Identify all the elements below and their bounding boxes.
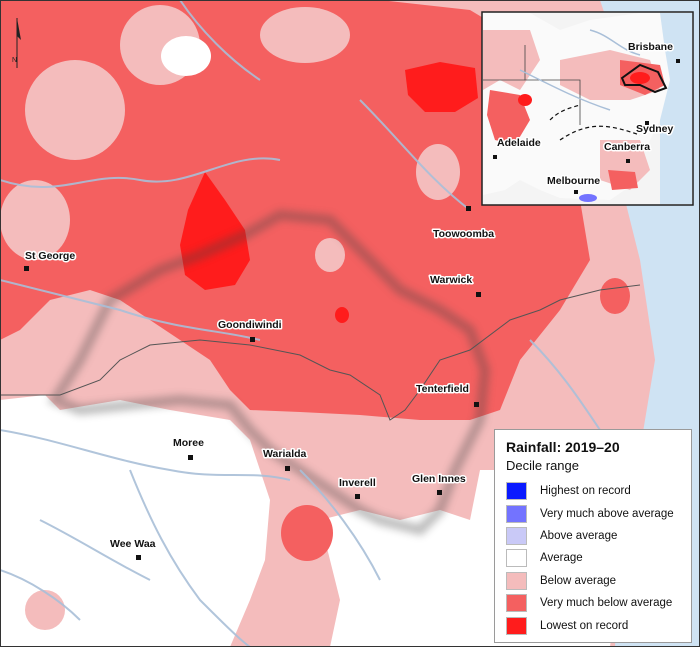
legend-label: Below average bbox=[540, 574, 617, 587]
legend-title: Rainfall: 2019–20 bbox=[506, 439, 620, 455]
legend-item: Very much above average bbox=[506, 502, 674, 524]
town-glen-innes: Glen Innes bbox=[411, 472, 467, 495]
legend-label: Average bbox=[540, 552, 583, 565]
inset-city-label: Brisbane bbox=[628, 41, 673, 53]
town-label: Wee Waa bbox=[110, 538, 156, 550]
north-arrow-label: N bbox=[12, 57, 17, 64]
legend-swatch bbox=[506, 594, 527, 613]
legend-label: Highest on record bbox=[540, 485, 631, 498]
legend-item: Highest on record bbox=[506, 480, 674, 502]
legend-label: Above average bbox=[540, 529, 618, 542]
legend-label: Lowest on record bbox=[540, 619, 629, 632]
town-toowoomba: Toowoomba bbox=[432, 206, 496, 242]
town-label: St George bbox=[25, 250, 75, 262]
town-markers: St George Goondiwindi Toowoomba Warwick … bbox=[24, 206, 496, 560]
legend-item: Average bbox=[506, 547, 674, 569]
town-inverell: Inverell bbox=[338, 476, 377, 499]
legend-item: Below average bbox=[506, 570, 674, 592]
town-goondiwindi: Goondiwindi bbox=[217, 318, 283, 342]
white-holes bbox=[161, 36, 211, 76]
state-border bbox=[0, 284, 641, 421]
town-label: Warialda bbox=[263, 448, 307, 460]
north-arrow-icon bbox=[17, 18, 21, 40]
legend-subtitle: Decile range bbox=[506, 458, 579, 473]
town-label: Toowoomba bbox=[433, 228, 494, 240]
legend-swatch bbox=[506, 504, 527, 523]
legend-items: Highest on record Very much above average… bbox=[506, 480, 674, 637]
rivers bbox=[0, 0, 601, 647]
inset-city-label: Adelaide bbox=[497, 137, 541, 149]
legend-item: Above average bbox=[506, 525, 674, 547]
town-warialda: Warialda bbox=[262, 447, 308, 471]
legend-swatch bbox=[506, 571, 527, 590]
legend-swatch bbox=[506, 549, 527, 568]
legend: Rainfall: 2019–20 Decile range Highest o… bbox=[494, 429, 692, 643]
legend-swatch bbox=[506, 482, 527, 501]
town-label: Warwick bbox=[430, 274, 472, 286]
town-wee-waa: Wee Waa bbox=[109, 537, 157, 560]
town-tenterfield: Tenterfield bbox=[415, 382, 479, 407]
region-outline-shadow bbox=[47, 209, 491, 536]
legend-swatch bbox=[506, 616, 527, 635]
inset-city-label: Canberra bbox=[604, 141, 650, 153]
legend-item: Very much below average bbox=[506, 592, 674, 614]
town-label: Goondiwindi bbox=[218, 319, 282, 331]
town-st-george: St George bbox=[24, 249, 77, 271]
town-moree: Moree bbox=[172, 436, 206, 460]
inset-city-label: Sydney bbox=[636, 123, 674, 135]
town-label: Tenterfield bbox=[416, 383, 469, 395]
town-label: Moree bbox=[173, 437, 204, 449]
inset-city-label: Melbourne bbox=[547, 175, 600, 187]
legend-label: Very much below average bbox=[540, 597, 673, 610]
town-label: Glen Innes bbox=[412, 473, 466, 485]
town-label: Inverell bbox=[339, 477, 376, 489]
town-warwick: Warwick bbox=[429, 273, 481, 297]
legend-swatch bbox=[506, 526, 527, 545]
north-arrow: N bbox=[12, 18, 21, 68]
legend-label: Very much above average bbox=[540, 507, 674, 520]
inset-map: Brisbane Sydney Canberra Adelaide Melbou… bbox=[481, 11, 694, 206]
legend-item: Lowest on record bbox=[506, 614, 674, 636]
